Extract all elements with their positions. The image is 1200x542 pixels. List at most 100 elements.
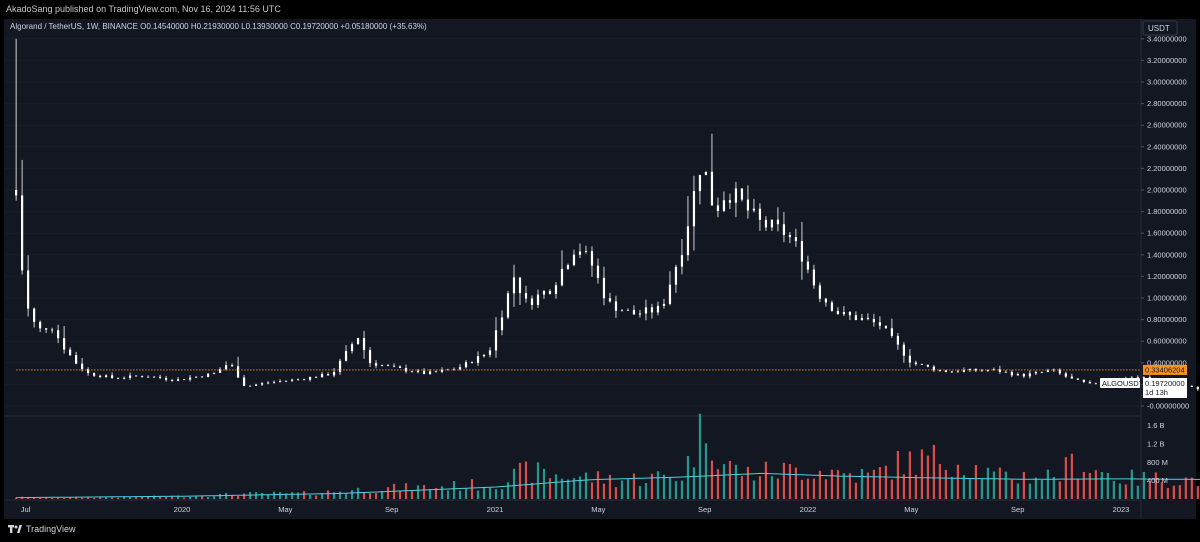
price-tick-label: -0.00000000 (1147, 402, 1189, 411)
volume-bar (500, 489, 504, 499)
volume-bar (842, 473, 846, 499)
volume-bar (62, 497, 66, 499)
candle-body (824, 298, 828, 303)
price-tick-label: 1.40000000 (1147, 250, 1187, 259)
candle-body (1148, 377, 1151, 379)
volume-bar (614, 487, 618, 499)
candle-body (86, 369, 90, 374)
volume-bar (1016, 483, 1019, 499)
legend-symbol[interactable]: Algorand / TetherUS, 1W, BINANCE (10, 22, 138, 31)
candle-body (440, 369, 444, 372)
volume-bar (926, 455, 930, 499)
candle-body (926, 364, 930, 367)
candle-body (584, 251, 588, 252)
candle-body (740, 188, 744, 200)
time-axis[interactable]: Jul2020MaySep2021MaySep2022MaySep2023May… (21, 505, 1200, 514)
candle-body (494, 330, 498, 351)
candle-body (488, 350, 492, 355)
candle-body (932, 366, 936, 371)
candle-body (608, 298, 612, 302)
volume-bar (452, 481, 456, 499)
candle-body (794, 237, 798, 242)
volume-bar (338, 491, 342, 499)
candle-body (146, 376, 150, 378)
volume-bar (1112, 480, 1115, 499)
candle-body (314, 377, 318, 378)
volume-ma (16, 472, 1200, 499)
volume-bar (566, 479, 570, 499)
price-tick-label: 0.80000000 (1147, 315, 1187, 324)
volume-bar (518, 462, 522, 499)
price-axis[interactable]: 3.40000000 3.20000000 3.00000000 2.80000000… (1141, 34, 1189, 411)
candle-body (39, 321, 42, 329)
candle-body (45, 328, 48, 330)
candle-body (818, 285, 822, 299)
candle-body (1076, 378, 1079, 380)
candle-body (1052, 369, 1055, 371)
volume-bar (920, 449, 924, 499)
volume-bar (1076, 479, 1079, 499)
price-tick-label: 1.60000000 (1147, 229, 1187, 238)
tradingview-logo[interactable]: TradingView (8, 524, 76, 534)
price-tick-label: 2.80000000 (1147, 99, 1187, 108)
candle-body (428, 371, 432, 374)
price-chart[interactable]: 3.40000000 3.20000000 3.00000000 2.80000000… (0, 0, 1200, 519)
candle-body (578, 251, 582, 255)
candle-body (1142, 377, 1145, 378)
volume-bar (33, 497, 36, 499)
volume-bar (74, 496, 78, 499)
price-tick-label: 2.40000000 (1147, 142, 1187, 151)
candle-body (326, 373, 330, 376)
candle-body (698, 175, 702, 192)
volume-bar (548, 478, 552, 499)
volume-bar (692, 467, 696, 499)
volume-bar (1184, 477, 1187, 499)
candle-body (452, 369, 456, 371)
volume-bars (15, 413, 1199, 499)
candle-body (104, 375, 108, 377)
candle-body (212, 372, 216, 374)
candle-body (944, 370, 947, 373)
candle-body (746, 199, 750, 211)
volume-bar (1004, 471, 1007, 499)
symbol-tag-bg (1100, 378, 1140, 388)
volume-bar (944, 469, 947, 499)
volume-bar (1160, 482, 1163, 499)
candle-body (122, 377, 126, 379)
candle-body (170, 379, 174, 381)
volume-tick-label: 400 M (1147, 476, 1168, 485)
candle-body (248, 385, 252, 387)
candle-body (1070, 376, 1073, 379)
candle-body (266, 382, 270, 384)
candle-body (260, 383, 264, 385)
candle-body (1058, 369, 1061, 374)
candle-body (536, 294, 540, 305)
candle-body (68, 349, 72, 356)
volume-bar (218, 493, 222, 499)
volume-bar (320, 493, 324, 499)
volume-bar (848, 473, 852, 499)
time-tick-label: Sep (698, 505, 711, 514)
candle-body (896, 335, 900, 345)
volume-bar (92, 497, 96, 499)
volume-bar (584, 472, 588, 499)
candle-body (770, 219, 774, 228)
candle-body (1196, 386, 1199, 390)
candle-body (392, 365, 396, 367)
volume-bar (578, 476, 582, 499)
volume-bar (1040, 480, 1043, 499)
candle-body (33, 308, 36, 322)
volume-bar (482, 486, 486, 499)
volume-bar (188, 496, 192, 499)
price-tick-label: 1.00000000 (1147, 294, 1187, 303)
candle-body (51, 329, 54, 331)
candle-body (776, 219, 780, 225)
candle-body (872, 318, 876, 323)
candle-body (446, 369, 450, 371)
last-price-bg (1143, 378, 1187, 398)
time-tick-label: 2020 (174, 505, 191, 514)
volume-bar (266, 494, 270, 499)
hline-label-bg (1143, 364, 1187, 375)
currency-box[interactable] (1142, 20, 1178, 36)
volume-bar (260, 493, 264, 499)
